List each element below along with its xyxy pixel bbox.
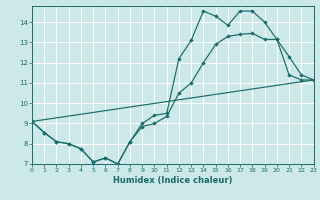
X-axis label: Humidex (Indice chaleur): Humidex (Indice chaleur)	[113, 176, 233, 185]
